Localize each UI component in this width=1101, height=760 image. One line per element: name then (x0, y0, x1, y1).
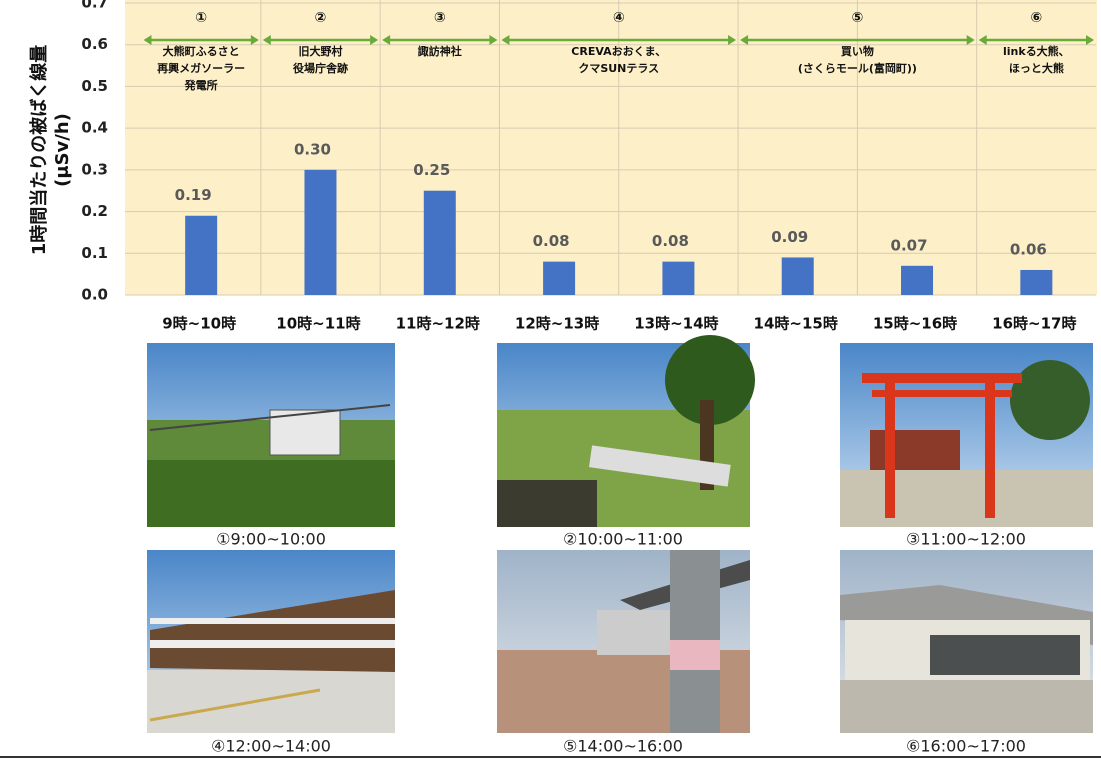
photo-caption: ②10:00~11:00 (563, 530, 683, 549)
section-name: 旧大野村 (298, 44, 342, 58)
value-label: 0.30 (294, 140, 331, 158)
arrow-head (740, 35, 749, 45)
photo (840, 343, 1093, 527)
y-tick-label: 0.1 (81, 244, 108, 262)
x-tick-label: 13時~14時 (634, 315, 718, 333)
y-tick-label: 0.0 (81, 286, 108, 304)
section-number: ④ (613, 10, 625, 26)
value-label: 0.07 (891, 236, 928, 254)
y-axis-label: 1時間当たりの被ばく線量 (28, 45, 50, 256)
bar (901, 265, 934, 295)
arrow-head (489, 35, 498, 45)
section-name: linkる大熊、 (1003, 44, 1070, 58)
section-name: (さくらモール(富岡町)) (798, 61, 917, 75)
section-name: 役場庁舎跡 (292, 61, 348, 75)
photo-caption: ④12:00~14:00 (211, 737, 331, 756)
y-tick-label: 0.6 (81, 35, 108, 53)
section-name: 大熊町ふるさと (163, 44, 240, 58)
y-tick-label: 0.2 (81, 202, 108, 220)
value-label: 0.19 (175, 186, 212, 204)
section-number: ⑤ (851, 10, 863, 26)
arrow-head (501, 35, 510, 45)
bar (304, 169, 337, 295)
value-label: 0.06 (1010, 240, 1047, 258)
photo (497, 335, 755, 527)
bar (662, 261, 695, 295)
x-tick-label: 16時~17時 (992, 315, 1076, 333)
y-tick-label: 0.5 (81, 77, 108, 95)
x-tick-label: 12時~13時 (515, 315, 599, 333)
x-tick-label: 11時~12時 (396, 315, 480, 333)
section-name: ほっと大熊 (1009, 61, 1064, 75)
section-name: 買い物 (841, 44, 874, 58)
arrow-head (143, 35, 152, 45)
arrow-head (728, 35, 737, 45)
value-label: 0.08 (533, 232, 570, 250)
section-name: CREVAおおくま、 (571, 45, 666, 58)
plot-background (125, 0, 1097, 295)
arrow-head (1086, 35, 1094, 45)
photo (147, 550, 395, 733)
photo-caption: ⑤14:00~16:00 (563, 737, 683, 756)
x-tick-label: 9時~10時 (162, 315, 236, 333)
arrow-head (370, 35, 379, 45)
x-tick-label: 14時~15時 (754, 315, 838, 333)
value-label: 0.25 (413, 161, 450, 179)
bar (781, 257, 814, 295)
section-number: ⑥ (1030, 10, 1042, 26)
photo (497, 550, 750, 733)
arrow-head (966, 35, 975, 45)
arrow-head (262, 35, 271, 45)
value-label: 0.09 (771, 228, 808, 246)
bar (1020, 269, 1053, 295)
section-number: ① (195, 10, 207, 26)
arrow-head (250, 35, 259, 45)
arrow-head (978, 35, 987, 45)
photo-caption: ①9:00~10:00 (216, 530, 326, 549)
section-number: ② (315, 10, 327, 26)
y-tick-label: 0.3 (81, 160, 108, 178)
section-name: 諏訪神社 (418, 44, 462, 58)
section-number: ③ (434, 10, 446, 26)
value-label: 0.08 (652, 232, 689, 250)
section-name: 発電所 (184, 78, 218, 92)
x-tick-label: 15時~16時 (873, 315, 957, 333)
photo (147, 343, 395, 527)
arrow-head (382, 35, 391, 45)
section-name: 再興メガソーラー (157, 61, 245, 75)
x-tick-label: 10時~11時 (276, 315, 360, 333)
bar (423, 190, 456, 295)
bar (185, 215, 218, 295)
photo-caption: ⑥16:00~17:00 (906, 737, 1026, 756)
y-tick-label: 0.7 (81, 0, 108, 12)
y-axis-label: (μSv/h) (52, 113, 73, 187)
photo-caption: ③11:00~12:00 (906, 530, 1026, 549)
section-name: クマSUNテラス (578, 62, 659, 75)
bar (543, 261, 576, 295)
photo (840, 550, 1093, 733)
y-tick-label: 0.4 (81, 119, 108, 137)
